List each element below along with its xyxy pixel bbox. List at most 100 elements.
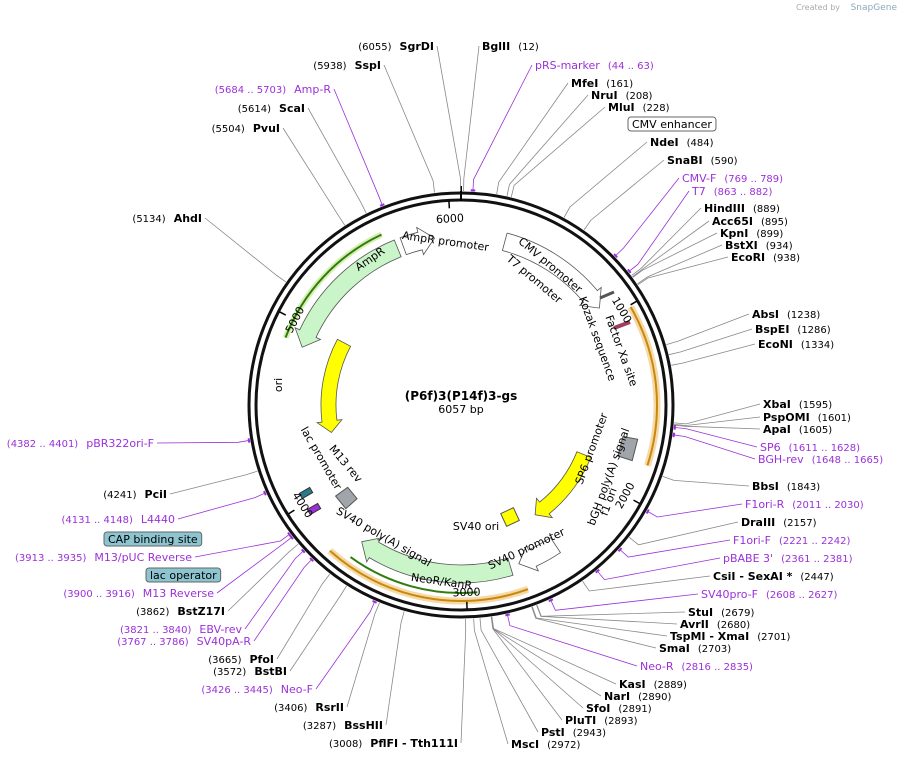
site-name: SV40pro-F xyxy=(701,588,758,601)
feature-block xyxy=(613,320,631,330)
site-name: SgrDI xyxy=(400,40,434,53)
feature-label: ori xyxy=(272,378,285,392)
primer-mark xyxy=(309,557,314,562)
site-name: AvrII xyxy=(680,618,709,631)
site-name: M13 Reverse xyxy=(143,587,214,600)
site-position: (5134) xyxy=(132,214,165,225)
site-label: SP6 (1611 .. 1628) xyxy=(760,441,860,454)
site-position: (1595) xyxy=(799,400,832,411)
site-name: PfoI xyxy=(250,653,275,666)
site-name: SmaI xyxy=(659,642,690,655)
site-position: (934) xyxy=(766,241,793,252)
site-label: (3862) BstZ17I xyxy=(136,605,225,618)
site-position: (3008) xyxy=(329,739,362,750)
site-position: (895) xyxy=(761,217,788,228)
site-name: BglII xyxy=(482,40,510,53)
site-position: (2891) xyxy=(618,704,651,715)
primer-mark xyxy=(300,548,306,554)
site-label: BGH-rev (1648 .. 1665) xyxy=(758,453,883,466)
site-position: (2701) xyxy=(757,632,790,643)
site-leader xyxy=(614,177,680,257)
site-name: BstXI xyxy=(725,239,758,252)
site-label: SV40pro-F (2608 .. 2627) xyxy=(701,588,838,601)
site-label: ApaI (1605) xyxy=(763,423,832,436)
site-name: CsiI - SexAI * xyxy=(713,570,793,583)
brand: SnapGene xyxy=(851,3,898,13)
primer-mark xyxy=(548,598,554,603)
site-label: BstXI (934) xyxy=(725,239,793,252)
site-label: KpnI (899) xyxy=(720,227,783,240)
site-leader xyxy=(156,439,250,444)
site-leader xyxy=(673,427,758,448)
site-label: (6055) SgrDI xyxy=(358,40,434,53)
site-position: (3287) xyxy=(303,721,336,732)
primer-mark xyxy=(617,547,623,553)
site-label: (5504) PvuI xyxy=(212,122,280,135)
site-leader xyxy=(563,141,648,218)
highlight-arc xyxy=(349,556,478,594)
site-label: SmaI (2703) xyxy=(659,642,731,655)
site-name: BbsI xyxy=(752,480,779,493)
site-name: TspMI - XmaI xyxy=(670,630,749,643)
site-label: BglII (12) xyxy=(482,40,539,53)
site-position: (3426 .. 3445) xyxy=(201,685,273,696)
site-leader xyxy=(536,605,678,625)
site-name: DraIII xyxy=(741,516,775,529)
site-position: (4382 .. 4401) xyxy=(7,439,79,450)
site-label: T7 (863 .. 882) xyxy=(691,185,773,198)
site-position: (161) xyxy=(606,79,633,90)
primer-mark xyxy=(627,268,632,274)
feature-block xyxy=(500,507,520,527)
site-leader xyxy=(632,220,710,278)
site-position: (1334) xyxy=(801,340,834,351)
site-leader xyxy=(632,232,718,278)
feature-arrow xyxy=(316,338,352,434)
site-name: EcoRI xyxy=(731,251,765,264)
site-leader xyxy=(463,45,480,192)
site-position: (2703) xyxy=(698,644,731,655)
site-name: F1ori-F xyxy=(733,534,771,547)
site-position: (2889) xyxy=(654,680,687,691)
site-name: PflFI - Tth111I xyxy=(370,737,458,750)
site-position: (484) xyxy=(687,138,714,149)
site-leader xyxy=(532,606,668,637)
site-leader xyxy=(637,244,723,285)
site-label: TspMI - XmaI (2701) xyxy=(670,630,791,643)
site-name: pBR322ori-F xyxy=(86,437,154,450)
site-position: (5614) xyxy=(238,104,271,115)
site-position: (2011 .. 2030) xyxy=(792,500,864,511)
site-name: BGH-rev xyxy=(758,453,804,466)
site-leader xyxy=(436,45,462,191)
feature-arrow xyxy=(518,537,562,572)
site-name: KpnI xyxy=(720,227,748,240)
site-position: (2157) xyxy=(783,518,816,529)
site-name: M13/pUC Reverse xyxy=(94,551,192,564)
site-label: CMV-F (769 .. 789) xyxy=(682,172,783,185)
site-position: (863 .. 882) xyxy=(714,187,773,198)
site-name: NruI xyxy=(591,89,618,102)
feature-arrow xyxy=(399,226,436,256)
feature-box-label: CAP binding site xyxy=(108,533,198,546)
site-label: StuI (2679) xyxy=(688,606,754,619)
site-label: (5134) AhdI xyxy=(132,212,202,225)
feature-block xyxy=(599,290,615,300)
site-leader xyxy=(662,476,750,487)
site-name: Neo-R xyxy=(640,660,674,673)
feature-box-label: CMV enhancer xyxy=(632,118,712,131)
primer-mark xyxy=(645,509,650,514)
site-label: CsiI - SexAI * (2447) xyxy=(713,570,834,583)
site-leader xyxy=(628,190,690,273)
site-name: SP6 xyxy=(760,441,781,454)
tick-mark xyxy=(630,300,638,306)
credit: Created by xyxy=(796,3,840,12)
site-position: (2943) xyxy=(573,728,606,739)
site-leader xyxy=(672,434,756,460)
site-position: (769 .. 789) xyxy=(724,174,783,185)
site-position: (3900 .. 3916) xyxy=(63,589,135,600)
site-name: NarI xyxy=(604,690,630,703)
site-leader xyxy=(346,602,380,708)
site-label: (3426 .. 3445) Neo-F xyxy=(201,683,313,696)
site-label: NarI (2890) xyxy=(604,690,672,703)
primer-mark xyxy=(379,203,385,207)
site-name: BstZ17I xyxy=(177,605,225,618)
